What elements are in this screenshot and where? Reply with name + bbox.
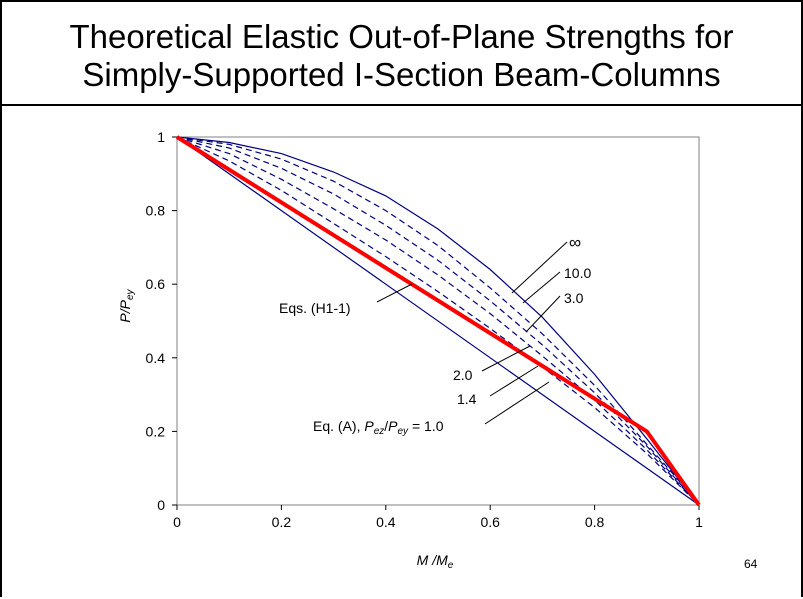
y-label-main: P	[117, 313, 133, 323]
eq-a-p1: P	[364, 418, 374, 434]
plot-area	[176, 136, 700, 506]
x-label-base: M	[436, 552, 448, 568]
y-label-sep: /	[117, 307, 133, 314]
annotation-eqs-h1-1: Eqs. (H1-1)	[279, 300, 351, 316]
annotation-ratio-2: 2.0	[453, 367, 473, 383]
leader-lines	[376, 241, 568, 425]
slide-title-line-2: Simply-Supported I-Section Beam-Columns	[82, 56, 721, 93]
x-tick-label: 1	[695, 514, 703, 530]
page-number: 64	[744, 557, 758, 571]
series-design-line	[175, 135, 701, 507]
eq-a-sub1: ez	[374, 426, 385, 437]
x-label-sub: e	[448, 560, 454, 571]
annotation-leader-line	[511, 241, 568, 294]
y-tick-label: 0.4	[146, 350, 166, 366]
axis-ticks: 0 0.2 0.4 0.6 0.8 1 0 0.2 0.4 0.6 0.8 1	[146, 129, 704, 530]
y-axis-label: P/Pey	[117, 288, 136, 322]
y-tick-label: 0.6	[146, 276, 166, 292]
y-tick-label: 0.8	[146, 203, 166, 219]
annotation-ratio-1-4: 1.4	[457, 391, 477, 407]
y-label-base: P	[117, 299, 133, 309]
annotation-infinity: ∞	[569, 233, 581, 252]
slide-title-line-1: Theoretical Elastic Out-of-Plane Strengt…	[69, 18, 734, 55]
eq-a-sep: /	[384, 418, 388, 434]
series-solid-curve	[176, 136, 700, 506]
eq-a-p2: P	[388, 418, 398, 434]
annotation-ratio-10: 10.0	[564, 265, 591, 281]
series-dashed-curve	[176, 136, 700, 506]
annotation-leader-line	[489, 365, 539, 397]
eq-a-prefix: Eq. (A),	[313, 418, 364, 434]
y-tick-label: 0.2	[146, 423, 166, 439]
series-dashed-curve	[176, 136, 700, 506]
x-tick-label: 0	[173, 514, 181, 530]
series-dashed-curve	[176, 136, 700, 506]
annotation-ratio-3: 3.0	[564, 290, 584, 306]
x-label-sep: /	[428, 552, 438, 568]
annotation-leader-line	[481, 345, 531, 372]
series-solid-curve	[176, 136, 700, 506]
y-tick-label: 0	[157, 497, 165, 513]
x-tick-label: 0.6	[480, 514, 500, 530]
slide-title: Theoretical Elastic Out-of-Plane Strengt…	[2, 18, 801, 94]
series-layer	[175, 135, 701, 507]
x-tick-label: 0.8	[585, 514, 605, 530]
eq-a-suffix: = 1.0	[408, 418, 444, 434]
y-tick-label: 1	[157, 129, 165, 145]
annotation-leader-line	[525, 295, 561, 333]
series-dashed-curve	[176, 136, 700, 506]
y-label-sub: ey	[125, 288, 136, 300]
x-tick-label: 0.4	[376, 514, 396, 530]
eq-a-sub2: ey	[398, 426, 410, 437]
annotation-leader-line	[484, 381, 550, 425]
x-label-main: M	[417, 552, 429, 568]
x-tick-label: 0.2	[272, 514, 292, 530]
annotation-eq-a: Eq. (A), Pez/Pey = 1.0	[313, 418, 444, 437]
x-axis-label: M /Me	[417, 552, 454, 571]
annotation-leader-line	[522, 271, 561, 304]
annotation-leader-line	[376, 283, 413, 303]
title-divider	[2, 104, 801, 106]
